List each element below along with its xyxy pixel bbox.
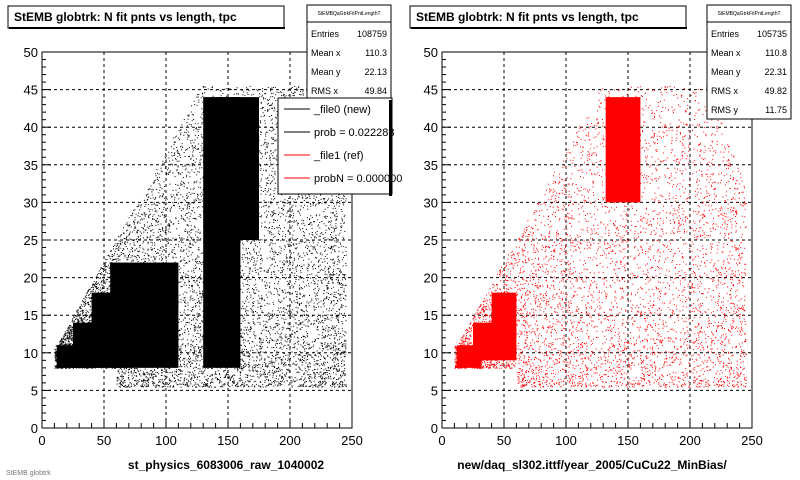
left-title-box: StEMB globtrk: N fit pnts vs length, tpc [7, 5, 285, 29]
right-stats-box: StEMBQaGtrkFitPntLengthT Entries 105735 Me… [706, 4, 792, 120]
saturated-bin-region-2 [491, 292, 517, 361]
saturated-bin-region-5 [215, 97, 259, 241]
x-tick-label-250: 250 [741, 433, 763, 448]
x-tick-label-0: 0 [38, 433, 45, 448]
left-stats-name: StEMBQaGtrkFitPntLengthT [317, 11, 380, 17]
y-tick-label-5: 5 [431, 383, 438, 398]
y-tick-label-20: 20 [24, 271, 38, 286]
left-panel: StEMB globtrk: N fit pnts vs length, tpc… [4, 4, 402, 477]
y-tick-label-25: 25 [424, 233, 438, 248]
y-tick-label-10: 10 [24, 346, 38, 361]
y-tick-label-15: 15 [24, 308, 38, 323]
stats-label-3: RMS x [311, 86, 339, 96]
stats-value-1: 110.3 [365, 48, 387, 58]
stats-label-2: Mean y [711, 67, 741, 77]
y-tick-label-20: 20 [424, 271, 438, 286]
left-x-axis-label: st_physics_6083006_raw_1040002 [128, 458, 324, 472]
footer-text: StEMB globtrk [6, 470, 51, 477]
stats-label-0: Entries [711, 29, 740, 39]
stats-value-4: 11.75 [765, 105, 787, 115]
y-tick-label-45: 45 [424, 83, 438, 98]
stats-label-2: Mean y [311, 67, 341, 77]
legend-label-file1: _file1 (ref) [313, 150, 364, 162]
stats-value-1: 110.8 [765, 48, 787, 58]
saturated-bin-region-3 [605, 97, 641, 203]
stats-value-0: 105735 [757, 29, 787, 39]
y-tick-label-35: 35 [24, 158, 38, 173]
legend-label-probn: probN = 0.000000 [314, 173, 402, 185]
y-tick-label-10: 10 [424, 346, 438, 361]
legend-entry-prob: prob = 0.022283 [284, 127, 394, 139]
x-tick-label-250: 250 [341, 433, 363, 448]
x-tick-label-150: 150 [217, 433, 239, 448]
right-axes: 0 50 100 150 200 250 0 5 10 15 20 25 30 35 40 45 50 [424, 45, 763, 448]
y-tick-label-35: 35 [424, 158, 438, 173]
stats-label-4: RMS y [711, 105, 739, 115]
y-tick-label-50: 50 [424, 45, 438, 60]
y-tick-label-40: 40 [424, 120, 438, 135]
stats-value-2: 22.13 [364, 67, 387, 77]
y-tick-label-30: 30 [24, 195, 38, 210]
x-tick-label-0: 0 [438, 433, 445, 448]
scatter-point-cloud [454, 86, 747, 388]
legend: _file0 (new) prob = 0.022283 _file1 (ref… [277, 97, 402, 196]
y-tick-label-5: 5 [31, 383, 38, 398]
right-grid [442, 52, 752, 428]
legend-entry-file0: _file0 (new) [284, 104, 371, 116]
legend-entry-file1: _file1 (ref) [284, 150, 364, 162]
y-tick-label-40: 40 [24, 120, 38, 135]
stats-value-2: 22.31 [764, 67, 787, 77]
x-tick-label-200: 200 [679, 433, 701, 448]
x-tick-label-100: 100 [555, 433, 577, 448]
y-tick-label-0: 0 [31, 421, 38, 436]
stats-label-1: Mean x [711, 48, 741, 58]
stats-label-3: RMS x [711, 86, 739, 96]
y-tick-label-15: 15 [424, 308, 438, 323]
x-tick-label-50: 50 [497, 433, 511, 448]
right-title: StEMB globtrk: N fit pnts vs length, tpc [416, 10, 639, 24]
stats-value-0: 108759 [357, 29, 387, 39]
legend-entry-probn: probN = 0.000000 [284, 173, 402, 185]
saturated-bin-region-3 [110, 262, 179, 368]
y-tick-label-30: 30 [424, 195, 438, 210]
stats-label-0: Entries [311, 29, 340, 39]
y-tick-label-0: 0 [431, 421, 438, 436]
right-panel: StEMB globtrk: N fit pnts vs length, tpc… [409, 4, 792, 472]
legend-label-prob: prob = 0.022283 [314, 127, 394, 139]
stats-value-3: 49.84 [364, 86, 387, 96]
right-plot-frame [441, 51, 753, 429]
right-x-axis-label: new/daq_sl302.ittf/year_2005/CuCu22_MinB… [457, 458, 727, 472]
y-tick-label-25: 25 [24, 233, 38, 248]
left-scatter-points [54, 85, 347, 388]
y-tick-label-45: 45 [24, 83, 38, 98]
right-scatter-points [454, 86, 747, 388]
left-title: StEMB globtrk: N fit pnts vs length, tpc [14, 10, 237, 24]
x-tick-label-200: 200 [279, 433, 301, 448]
left-axes: 0 50 100 150 200 250 0 5 10 15 20 25 30 35 40 45 50 [24, 45, 363, 448]
stats-label-1: Mean x [311, 48, 341, 58]
x-tick-label-50: 50 [97, 433, 111, 448]
right-title-box: StEMB globtrk: N fit pnts vs length, tpc [409, 5, 687, 29]
x-tick-label-100: 100 [155, 433, 177, 448]
stats-value-3: 49.82 [764, 86, 787, 96]
right-stats-name: StEMBQaGtrkFitPntLengthT [717, 11, 780, 17]
legend-label-file0: _file0 (new) [313, 104, 371, 116]
y-tick-label-50: 50 [24, 45, 38, 60]
x-tick-label-150: 150 [617, 433, 639, 448]
